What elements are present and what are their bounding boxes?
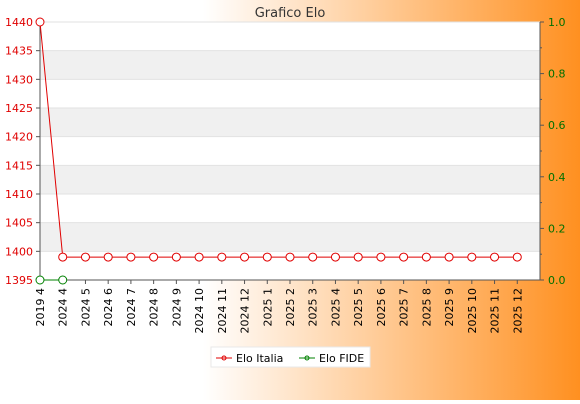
x-tick-label: 2024 10: [193, 288, 206, 334]
legend-marker-elo-fide: [304, 355, 310, 361]
x-tick-label: 2024 6: [102, 288, 115, 327]
y-left-tick-label: 1420: [5, 131, 33, 144]
data-point-elo-italia: [512, 252, 522, 262]
plot-band: [40, 222, 540, 252]
data-point-elo-italia: [217, 252, 227, 262]
x-tick-label: 2019 4: [34, 288, 47, 327]
data-point-elo-italia: [103, 252, 113, 262]
data-point-elo-italia: [444, 252, 454, 262]
x-tick-label: 2024 4: [57, 288, 70, 327]
x-tick-labels: 2019 4 2024 4 2024 5 2024 6 2024 7 2024 8 2024…: [34, 288, 524, 334]
plot-area: [40, 22, 540, 280]
data-point-elo-italia: [353, 252, 363, 262]
data-point-elo-italia: [399, 252, 409, 262]
legend-label-elo-fide: Elo FIDE: [319, 352, 364, 365]
y-left-tick-label: 1405: [5, 217, 33, 230]
plot-band: [40, 50, 540, 80]
data-point-elo-italia: [490, 252, 500, 262]
legend: Elo Italia Elo FIDE: [210, 346, 371, 368]
x-tick-label: 2025 6: [375, 288, 388, 327]
x-tick-label: 2024 11: [216, 288, 229, 334]
y-left-tick-label: 1430: [5, 73, 33, 86]
x-tick-label: 2025 3: [307, 288, 320, 327]
y-left-tick-label: 1440: [5, 16, 33, 29]
y-right-tick-label: 0.8: [548, 68, 566, 81]
data-point-elo-italia: [376, 252, 386, 262]
data-point-elo-italia: [149, 252, 159, 262]
y-left-tick-label: 1400: [5, 245, 33, 258]
data-point-elo-italia: [126, 252, 136, 262]
data-point-elo-italia: [421, 252, 431, 262]
x-tick-label: 2025 7: [398, 288, 411, 327]
chart-title: Grafico Elo: [255, 6, 326, 21]
data-point-elo-italia: [35, 17, 45, 27]
plot-band: [40, 165, 540, 194]
legend-box: [210, 346, 371, 368]
series: [35, 17, 522, 285]
data-point-elo-italia: [194, 252, 204, 262]
data-point-elo-italia: [330, 252, 340, 262]
y-left-tick-label: 1395: [5, 274, 33, 287]
series-line-elo-italia: [39, 21, 518, 258]
x-tick-label: 2025 11: [489, 288, 502, 334]
y-right-tick-label: 1.0: [548, 16, 566, 29]
x-tick-label: 2025 8: [420, 288, 433, 327]
x-tick-label: 2024 9: [170, 288, 183, 327]
data-point-elo-fide: [58, 275, 68, 285]
x-tick-label: 2024 12: [239, 288, 252, 334]
data-point-elo-italia: [285, 252, 295, 262]
data-point-elo-italia: [308, 252, 318, 262]
data-point-elo-italia: [240, 252, 250, 262]
legend-label-elo-italia: Elo Italia: [236, 352, 283, 365]
y-right-tick-label: 0.0: [548, 274, 566, 287]
x-tick-label: 2025 2: [284, 288, 297, 327]
data-point-elo-italia: [262, 252, 272, 262]
data-point-elo-italia: [58, 252, 68, 262]
y-right-tick-label: 0.4: [548, 171, 566, 184]
x-tick-label: 2025 1: [261, 288, 274, 327]
y-left-tick-label: 1435: [5, 45, 33, 58]
x-tick-label: 2024 8: [148, 288, 161, 327]
axes: 1395 1400 1405 1410 1415 1420 1425 1430 1435 1440…: [5, 16, 566, 287]
legend-marker-elo-italia: [221, 355, 227, 361]
data-point-elo-italia: [467, 252, 477, 262]
x-tick-label: 2024 5: [79, 288, 92, 327]
x-tick-label: 2025 10: [466, 288, 479, 334]
x-tick-label: 2025 12: [511, 288, 524, 334]
x-tick-label: 2024 7: [125, 288, 138, 327]
y-right-tick-label: 0.6: [548, 119, 566, 132]
grid-lines: [40, 21, 540, 281]
x-tick-label: 2025 4: [329, 288, 342, 327]
data-point-elo-italia: [80, 252, 90, 262]
y-left-tick-label: 1415: [5, 159, 33, 172]
y-left-tick-label: 1410: [5, 188, 33, 201]
plot-band: [40, 108, 540, 137]
data-point-elo-italia: [171, 252, 181, 262]
data-point-elo-fide: [35, 275, 45, 285]
y-right-tick-label: 0.2: [548, 222, 566, 235]
x-tick-label: 2025 5: [352, 288, 365, 327]
x-tick-label: 2025 9: [443, 288, 456, 327]
y-left-tick-label: 1425: [5, 102, 33, 115]
